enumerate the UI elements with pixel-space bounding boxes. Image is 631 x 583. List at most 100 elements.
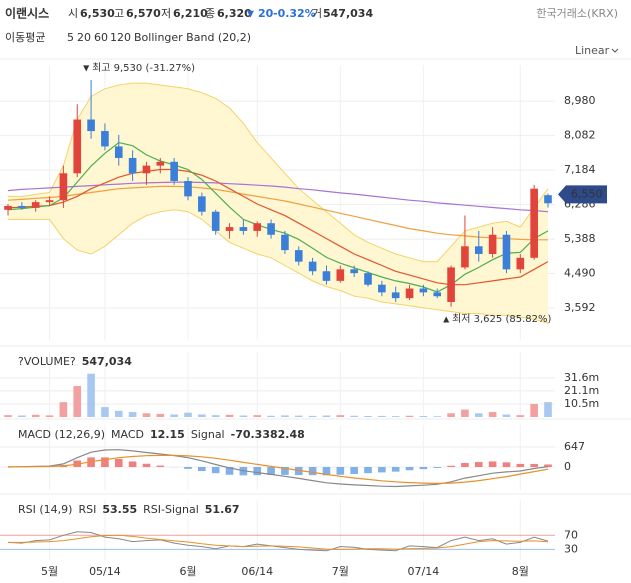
macd-histogram [225,467,234,475]
current-price-label: 6,550 [571,187,603,200]
candle-body [239,227,248,231]
candle-body [419,288,428,293]
volume-bar [544,402,552,417]
y-tick-label: 4,490 [564,267,596,280]
volume-bar [87,373,95,417]
macd-histogram [142,463,151,468]
annotation: 최저 3,625 (85.82%) [452,313,551,325]
volume-bar [184,412,192,417]
volume-bar [225,414,234,417]
volume-bar [461,409,469,417]
x-tick-label: 7월 [332,565,349,578]
down-icon: ▼ [247,10,254,20]
macd-histogram [336,467,345,475]
candle-body [45,200,54,203]
legend-entry: 5 [67,31,74,44]
y-tick-label: 10.5m [564,397,599,410]
macd-histogram [530,463,538,468]
volume-bar [4,415,12,417]
rsi-line [7,531,549,552]
bollinger-upper [8,82,549,263]
candle-body [114,146,123,158]
candle-body [405,288,414,299]
candle-body [198,196,206,212]
x-tick-label: 5월 [41,565,58,578]
annotation-icon: ▲ [443,314,450,323]
volume-bar [488,412,497,417]
x-tick-label: 8월 [512,565,529,578]
candle-body [530,188,538,258]
quote-value: 6,320 [217,7,252,20]
moving-average [7,185,548,241]
volume-bar [433,416,442,417]
candle-body [18,205,26,208]
macd-histogram [488,461,497,468]
panel-label: ?VOLUME? [18,355,76,368]
volume-bar [170,414,178,417]
scale-toggle[interactable]: Linear [575,44,610,57]
volume-bar [267,415,275,417]
y-tick-label: 5,388 [564,232,596,245]
macd-histogram [308,467,317,476]
volume-bar [239,415,248,417]
change: 20 [258,7,274,20]
candle-body [336,269,345,281]
volume-bar [18,415,26,417]
volume-bar [378,415,386,417]
x-tick-label: 07/14 [408,565,440,578]
volume-bar [156,413,165,417]
volume-bar [447,413,455,417]
volume-bar [253,415,262,417]
panel-label: RSI (14,9) [18,503,72,516]
ma-label: 이동평균 [5,31,45,44]
quote-value: 6,570 [126,7,161,20]
candle-body [142,165,151,174]
macd-histogram [474,462,483,468]
quote-label: 종 [205,7,215,20]
candle-body [156,161,165,166]
y-tick-label: 647 [564,440,585,453]
change-pct: -0.32% [273,7,316,20]
candle-body [184,180,192,197]
volume-bar [211,415,220,417]
volume-bar [364,416,372,417]
y-tick-label: 7,184 [564,163,596,176]
candle-body [225,227,234,231]
candle-body [253,223,262,231]
macd-histogram [502,462,511,468]
macd-histogram [114,458,123,468]
candle-body [502,234,511,270]
candle-body [433,292,442,297]
volume-bar [405,415,414,417]
quote-label: 시 [68,7,78,20]
macd-histogram [378,467,386,473]
candle-body [322,271,331,281]
volume-bar [114,410,123,417]
chevron [611,48,619,53]
volume-bar [101,407,109,417]
volume-bar [322,415,331,417]
volume-bar [391,416,400,417]
macd-histogram [156,465,165,468]
x-tick-label: 6월 [179,565,196,578]
panel-label: MACD (12,26,9) [18,428,105,441]
candle-body [4,205,12,210]
volume-bar [281,415,289,417]
moving-average [7,168,549,286]
bollinger-fill [8,83,548,324]
volume-bar [142,413,151,417]
quote-label: 고 [114,7,124,20]
y-tick-label: 3,592 [564,301,596,314]
candle-body [294,250,303,262]
quote-label: 저 [161,7,171,20]
macd-histogram [294,467,303,476]
candle-body [308,261,317,272]
volume-bar [516,415,525,417]
macd-histogram [391,467,400,472]
macd-histogram [405,467,414,471]
candle-body [350,269,358,274]
volume-bar [59,402,68,417]
y-tick-label: 70 [564,528,578,541]
volume-bar [350,415,358,417]
